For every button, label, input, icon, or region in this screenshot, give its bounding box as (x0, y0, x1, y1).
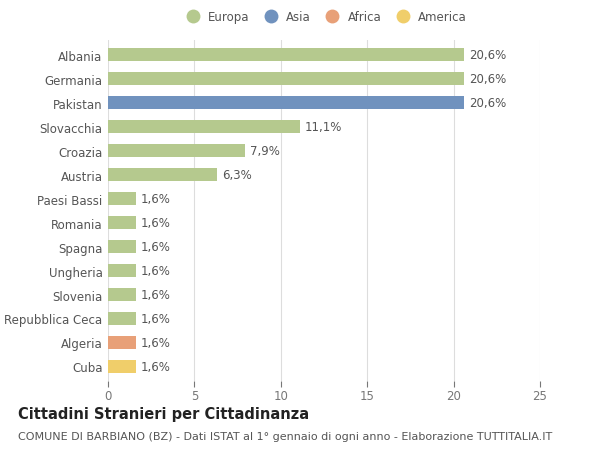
Text: 7,9%: 7,9% (250, 145, 280, 158)
Bar (108, 49, 464, 62)
Bar (108, 360, 136, 373)
Text: 11,1%: 11,1% (305, 121, 343, 134)
Text: 1,6%: 1,6% (141, 288, 171, 302)
Bar (108, 145, 245, 158)
Bar (108, 312, 136, 325)
Text: 20,6%: 20,6% (469, 97, 506, 110)
Text: 1,6%: 1,6% (141, 336, 171, 349)
Text: 1,6%: 1,6% (141, 264, 171, 277)
Text: COMUNE DI BARBIANO (BZ) - Dati ISTAT al 1° gennaio di ogni anno - Elaborazione T: COMUNE DI BARBIANO (BZ) - Dati ISTAT al … (18, 431, 552, 442)
Text: 1,6%: 1,6% (141, 217, 171, 230)
Bar (108, 217, 136, 230)
Legend: Europa, Asia, Africa, America: Europa, Asia, Africa, America (176, 6, 472, 29)
Bar (108, 168, 217, 182)
Text: 1,6%: 1,6% (141, 193, 171, 206)
Bar (108, 121, 300, 134)
Text: 20,6%: 20,6% (469, 49, 506, 62)
Text: 1,6%: 1,6% (141, 360, 171, 373)
Text: 6,3%: 6,3% (222, 169, 252, 182)
Text: 20,6%: 20,6% (469, 73, 506, 86)
Bar (108, 97, 464, 110)
Bar (108, 73, 464, 86)
Bar (108, 193, 136, 206)
Bar (108, 288, 136, 302)
Text: Cittadini Stranieri per Cittadinanza: Cittadini Stranieri per Cittadinanza (18, 406, 309, 421)
Bar (108, 336, 136, 349)
Bar (108, 241, 136, 253)
Text: 1,6%: 1,6% (141, 312, 171, 325)
Bar (108, 264, 136, 278)
Text: 1,6%: 1,6% (141, 241, 171, 253)
